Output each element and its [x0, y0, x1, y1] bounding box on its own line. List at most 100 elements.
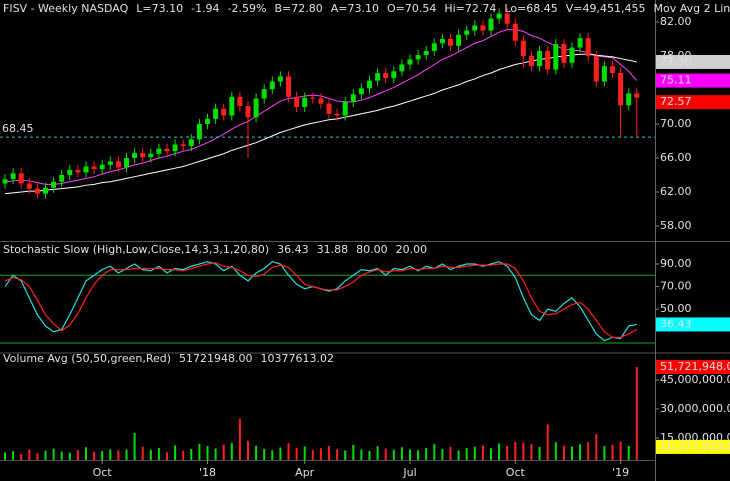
candle-body: [561, 44, 567, 63]
candle-body: [537, 50, 543, 67]
y-tick-label: 50.00: [660, 302, 692, 315]
candle-body: [75, 169, 81, 173]
value-marker: [656, 360, 730, 375]
volume-bar: [76, 449, 79, 460]
candle-body: [269, 81, 275, 90]
title-value: -2.59%: [228, 2, 267, 15]
candle-body: [334, 113, 340, 116]
panel-title: Volume Avg (50,50,green,Red): [3, 352, 171, 365]
y-tick-label: 66.00: [660, 151, 692, 164]
volume-bar: [255, 445, 258, 460]
candle-body: [318, 98, 324, 104]
volume-bar: [133, 432, 136, 460]
candle-body: [407, 59, 413, 65]
value-marker: [656, 73, 730, 88]
candle-body: [237, 96, 243, 107]
volume-bar: [611, 444, 614, 460]
volume-bar: [376, 446, 379, 460]
candle-body: [488, 18, 494, 31]
value-marker: [656, 317, 730, 332]
volume-bar: [109, 449, 112, 460]
x-tick-label: Oct: [506, 466, 526, 479]
candle-body: [67, 169, 73, 175]
volume-bar: [198, 443, 201, 460]
candle-body: [520, 40, 526, 57]
candle-body: [294, 96, 300, 107]
candle-body: [302, 97, 308, 107]
y-tick-label: 62.00: [660, 185, 692, 198]
volume-bar: [311, 449, 314, 460]
volume-bar: [295, 447, 298, 460]
volume-bar: [473, 446, 476, 460]
x-tick-label: '18: [199, 466, 216, 479]
candle-body: [188, 139, 194, 147]
volume-bar: [68, 452, 71, 460]
volume-bar: [101, 450, 104, 460]
volume-bar: [303, 446, 306, 460]
candle-body: [577, 38, 583, 48]
candle-body: [34, 188, 40, 194]
candle-body: [626, 93, 632, 106]
candle-body: [383, 73, 389, 79]
candle-body: [593, 56, 599, 82]
value-marker-label: 77.30: [660, 55, 692, 68]
volume-bar: [263, 448, 266, 460]
candle-body: [221, 108, 227, 116]
y-tick-label: 90.00: [660, 257, 692, 270]
volume-bar: [360, 449, 363, 460]
volume-bar: [328, 445, 330, 460]
volume-bar: [238, 418, 241, 460]
candle-body: [569, 47, 575, 63]
volume-bar: [506, 445, 509, 460]
title-value: O=70.54: [387, 2, 436, 15]
candle-body: [399, 64, 405, 72]
volume-bar: [627, 445, 630, 460]
value-marker-label: 75.11: [660, 74, 692, 87]
candle-body: [253, 98, 259, 118]
volume-bar: [36, 453, 39, 460]
candle-body: [553, 44, 559, 70]
title-value: -1.94: [191, 2, 219, 15]
volume-bar: [182, 450, 185, 460]
candle-body: [472, 25, 478, 31]
reference-label: 68.45: [2, 122, 34, 135]
candle-body: [415, 55, 421, 60]
value-marker: [656, 95, 730, 110]
y-tick-label: 70.00: [660, 117, 692, 130]
volume-bar: [384, 448, 387, 460]
candle-body: [51, 181, 57, 188]
candle-body: [610, 66, 615, 74]
candle-body: [480, 25, 486, 31]
y-tick-label: 70.00: [660, 280, 692, 293]
volume-bar: [522, 442, 525, 460]
title-value: A=73.10: [331, 2, 379, 15]
candle-body: [83, 166, 89, 173]
x-tick-label: '19: [612, 466, 629, 479]
volume-bar: [490, 448, 492, 460]
candle-body: [43, 187, 48, 194]
volume-bar: [60, 451, 63, 460]
volume-bar: [368, 450, 371, 460]
candle-body: [164, 148, 170, 152]
volume-bar: [279, 447, 282, 460]
title-value: Hi=72.74: [444, 2, 496, 15]
volume-bar: [530, 443, 533, 460]
volume-bar: [562, 445, 565, 460]
candle-body: [512, 23, 518, 41]
candle-body: [618, 73, 624, 106]
volume-bar: [20, 453, 23, 460]
candle-body: [18, 173, 24, 184]
volume-bar: [93, 451, 96, 460]
title-value: V=49,451,455: [566, 2, 646, 15]
volume-bar: [352, 444, 355, 460]
volume-bar: [117, 450, 120, 460]
candle-body: [132, 152, 138, 158]
candle-body: [431, 43, 437, 51]
candle-body: [585, 38, 591, 57]
volume-bar: [595, 434, 598, 460]
volume-bar: [230, 443, 233, 460]
volume-bar: [587, 442, 590, 460]
volume-bar: [635, 367, 638, 460]
volume-bar: [157, 448, 160, 460]
